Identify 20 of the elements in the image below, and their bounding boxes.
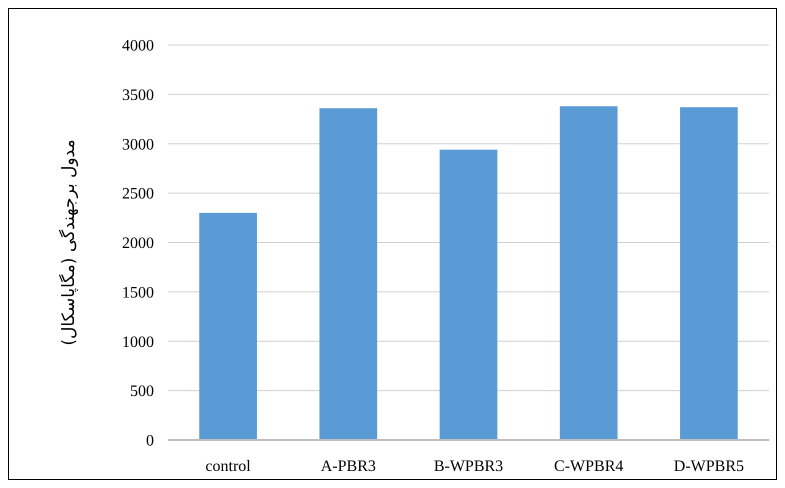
- y-tick-label: 4000: [122, 38, 154, 55]
- x-tick-label: B-WPBR3: [434, 458, 504, 475]
- y-tick-label: 0: [146, 432, 154, 450]
- y-tick-label: 1500: [122, 284, 154, 302]
- y-tick-label: 1000: [122, 334, 154, 351]
- bar: [680, 107, 738, 440]
- bar: [440, 150, 498, 440]
- x-tick-label: C-WPBR4: [554, 458, 624, 475]
- x-tick-label: A-PBR3: [320, 458, 376, 475]
- bar: [319, 108, 378, 440]
- x-tick-label: D-WPBR5: [674, 458, 744, 475]
- x-tick-label: control: [205, 458, 252, 475]
- bar: [199, 212, 257, 440]
- bar: [560, 106, 618, 440]
- y-tick-label: 2000: [122, 235, 154, 252]
- y-tick-label: 3500: [122, 86, 154, 104]
- y-tick-label: 3000: [122, 136, 154, 154]
- y-axis-title: مدول برجهندگی (مگاپاسکال): [58, 139, 79, 346]
- y-tick-label: 500: [130, 383, 154, 400]
- y-tick-label: 2500: [122, 186, 154, 203]
